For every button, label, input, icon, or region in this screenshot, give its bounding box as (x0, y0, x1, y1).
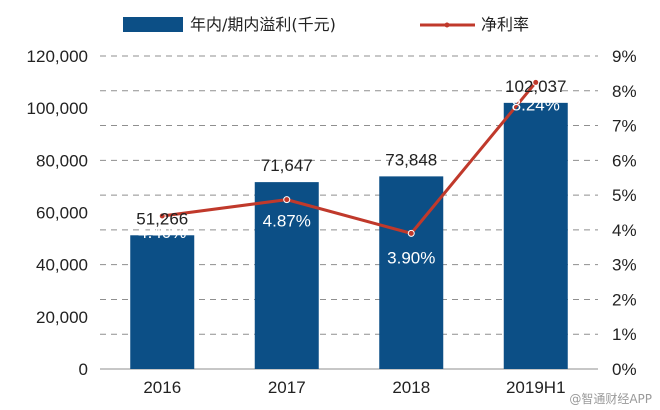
legend-bar-swatch (123, 17, 183, 32)
legend: 年内/期内溢利(千元) 净利率 (123, 15, 529, 34)
data-labels: 51,266 71,647 73,848 102,037 4.40% 4.87% 3.90%… (136, 77, 566, 268)
y-left-tick-label: 80,000 (36, 151, 88, 170)
x-tick-label: 2018 (392, 378, 430, 397)
net-margin-point (532, 78, 540, 86)
line-series (158, 78, 540, 237)
y-left-tick-label: 120,000 (27, 47, 88, 66)
y-right-tick-label: 3% (612, 256, 637, 275)
y-left-tick-label: 60,000 (36, 204, 88, 223)
legend-line-label: 净利率 (481, 15, 529, 34)
y-right-tick-label: 4% (612, 221, 637, 240)
watermark: @智通财经APP (569, 391, 652, 406)
net-margin-point (283, 196, 291, 204)
bar-value-label: 102,037 (505, 77, 566, 96)
bar-value-label: 73,848 (385, 150, 437, 169)
bar-value-label: 51,266 (136, 209, 188, 228)
y-right-tick-label: 7% (612, 117, 637, 136)
net-margin-label: 4.40% (138, 223, 186, 242)
net-margin-label: 3.90% (387, 248, 435, 267)
bar (254, 182, 319, 369)
bar-series (130, 102, 568, 370)
legend-line-marker (444, 22, 450, 28)
x-tick-label: 2017 (268, 378, 306, 397)
y-right-tick-label: 8% (612, 82, 637, 101)
y-left-tick-label: 20,000 (36, 308, 88, 327)
legend-bar-label: 年内/期内溢利(千元) (190, 15, 336, 34)
net-margin-line (162, 81, 537, 235)
y-left-tick-label: 100,000 (27, 99, 88, 118)
net-margin-label: 4.87% (263, 212, 311, 231)
y-right-tick-label: 5% (612, 186, 637, 205)
y-right-tick-label: 9% (612, 47, 637, 66)
net-margin-label: 8.24% (512, 95, 560, 114)
y-right-tick-label: 6% (612, 151, 637, 170)
bar (503, 102, 568, 370)
x-tick-label: 2016 (143, 378, 181, 397)
y-right-tick-label: 0% (612, 360, 637, 379)
net-margin-point (158, 212, 166, 220)
net-margin-point (407, 229, 415, 237)
y-left-tick-label: 40,000 (36, 256, 88, 275)
y-right-tick-label: 1% (612, 325, 637, 344)
x-tick-label: 2019H1 (506, 378, 566, 397)
y-right-tick-label: 2% (612, 290, 637, 309)
bar (130, 235, 195, 369)
y-left-tick-label: 0 (79, 360, 88, 379)
bar-value-label: 71,647 (261, 156, 313, 175)
axes: 0 20,000 40,000 60,000 80,000 100,000 120,000 0… (27, 47, 637, 397)
